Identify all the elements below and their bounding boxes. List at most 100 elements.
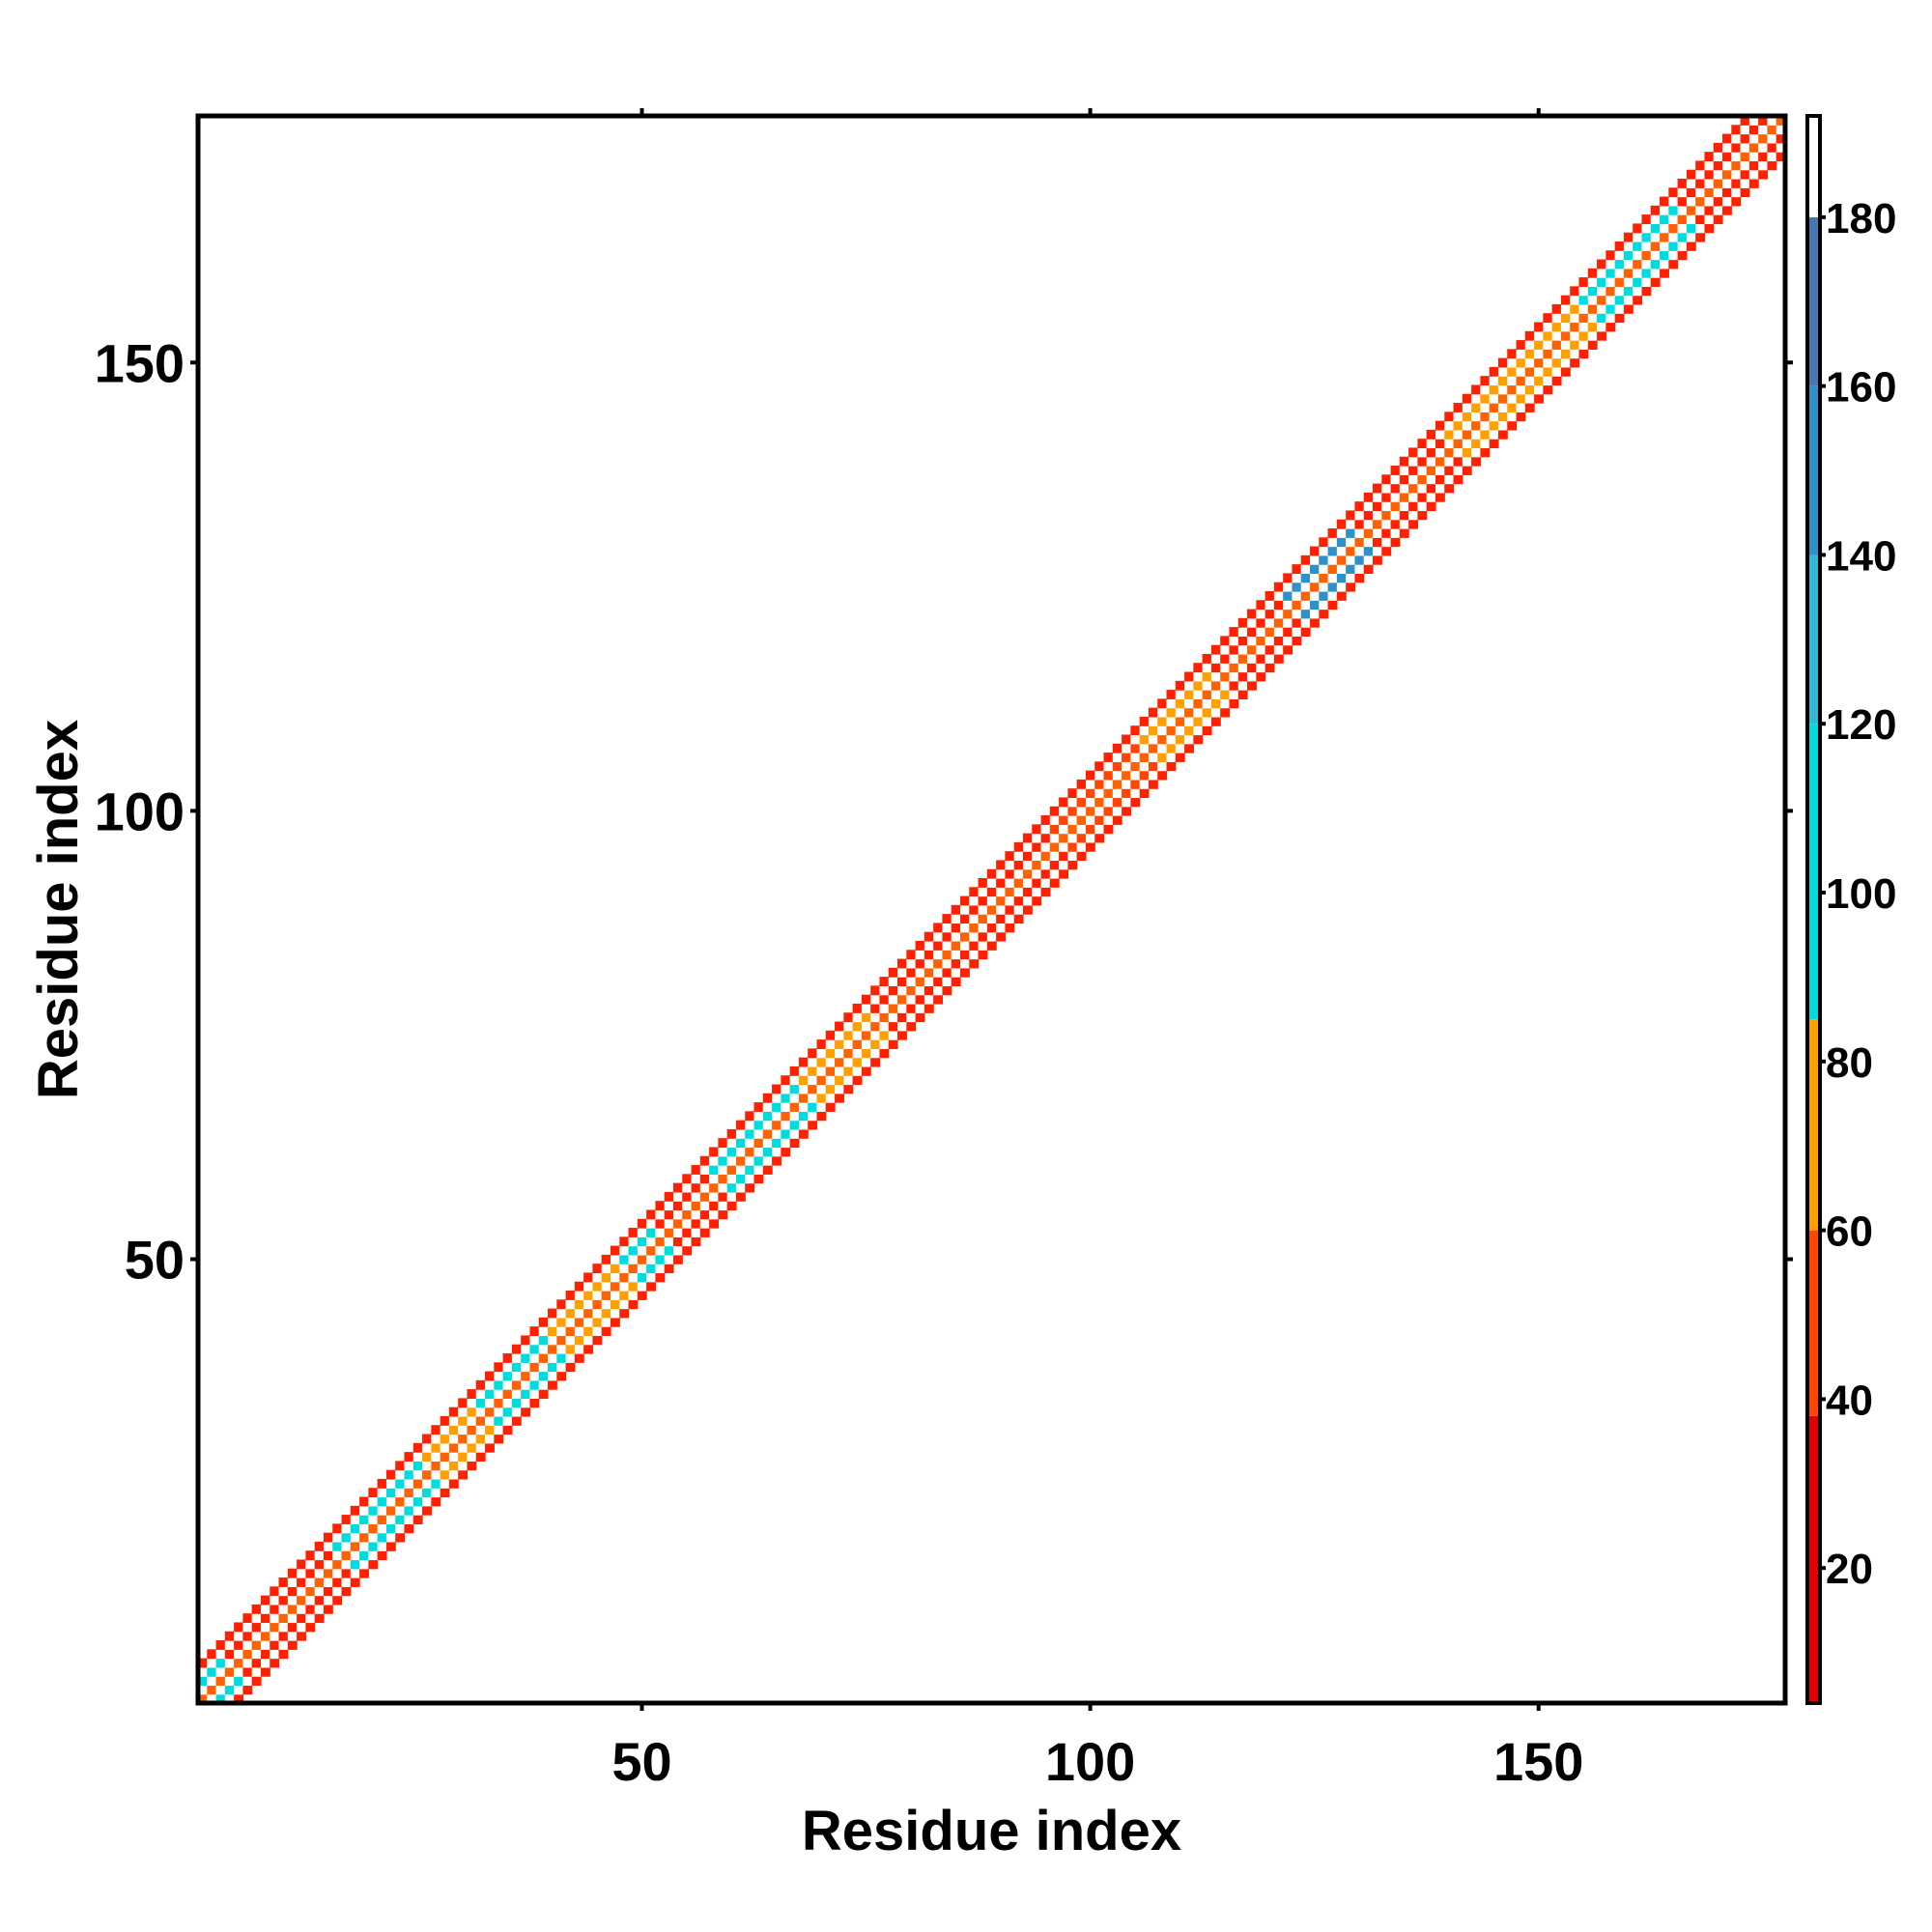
heatmap-cell xyxy=(682,1182,693,1193)
heatmap-cell xyxy=(1417,510,1428,521)
heatmap-cell xyxy=(825,1093,836,1103)
heatmap-cell xyxy=(942,923,952,933)
heatmap-cell xyxy=(574,1291,584,1300)
heatmap-cell xyxy=(556,1308,567,1319)
heatmap-cell xyxy=(825,1084,836,1094)
heatmap-cell xyxy=(592,1291,603,1300)
heatmap-cell xyxy=(1094,770,1105,781)
heatmap-cell xyxy=(923,931,934,942)
heatmap-cell xyxy=(1193,725,1204,736)
heatmap-cell xyxy=(485,1389,495,1399)
heatmap-cell xyxy=(1605,295,1616,305)
heatmap-cell xyxy=(448,1415,459,1426)
heatmap-cell xyxy=(1166,707,1177,718)
heatmap-cell xyxy=(655,1264,666,1274)
heatmap-cell xyxy=(341,1577,352,1587)
heatmap-cell xyxy=(879,985,890,996)
heatmap-cell xyxy=(556,1317,567,1327)
heatmap-cell xyxy=(825,1048,836,1059)
heatmap-cell xyxy=(1758,160,1769,171)
heatmap-cell xyxy=(1641,223,1652,234)
heatmap-cell xyxy=(377,1541,387,1551)
heatmap-cell xyxy=(278,1586,289,1597)
heatmap-cell xyxy=(404,1461,414,1471)
heatmap-cell xyxy=(341,1559,352,1570)
heatmap-cell xyxy=(1426,429,1436,440)
heatmap-cell xyxy=(1256,644,1266,655)
heatmap-cell xyxy=(359,1532,369,1543)
heatmap-cell xyxy=(1130,788,1141,799)
heatmap-cell xyxy=(861,1021,871,1032)
heatmap-cell xyxy=(1148,753,1158,762)
heatmap-cell xyxy=(1713,214,1723,224)
heatmap-cell xyxy=(923,958,934,969)
heatmap-cell xyxy=(565,1352,576,1363)
heatmap-cell xyxy=(843,1039,854,1049)
heatmap-cell xyxy=(772,1120,781,1130)
heatmap-cell xyxy=(574,1299,584,1310)
heatmap-cell xyxy=(1660,232,1669,242)
heatmap-cell xyxy=(1013,887,1024,897)
heatmap-cell xyxy=(1507,357,1518,368)
heatmap-cell xyxy=(1148,734,1158,745)
heatmap-cell xyxy=(1076,833,1087,843)
heatmap-cell xyxy=(646,1228,656,1237)
heatmap-cell xyxy=(422,1461,432,1471)
heatmap-cell xyxy=(422,1488,432,1498)
heatmap-cell xyxy=(1650,268,1661,278)
heatmap-cell xyxy=(655,1245,666,1256)
heatmap-cell xyxy=(1122,779,1131,789)
heatmap-cell xyxy=(1210,698,1221,709)
heatmap-cell xyxy=(906,985,917,996)
heatmap-cell xyxy=(431,1425,441,1435)
heatmap-cell xyxy=(475,1398,486,1408)
heatmap-cell xyxy=(1336,590,1347,601)
heatmap-cell xyxy=(1184,725,1194,736)
heatmap-cell xyxy=(1668,259,1679,270)
heatmap-cell xyxy=(467,1425,477,1435)
heatmap-cell xyxy=(1346,554,1356,565)
heatmap-cell xyxy=(1722,196,1732,207)
heatmap-cell xyxy=(789,1138,800,1149)
heatmap-cell xyxy=(960,914,970,924)
heatmap-cell xyxy=(610,1317,620,1327)
heatmap-cell xyxy=(1758,116,1769,126)
heatmap-cell xyxy=(762,1111,773,1122)
heatmap-cell xyxy=(1731,178,1742,188)
heatmap-cell xyxy=(377,1550,387,1561)
heatmap-cell xyxy=(1677,232,1688,242)
heatmap-cell xyxy=(1130,743,1141,753)
heatmap-cell xyxy=(1435,439,1445,449)
heatmap-cell xyxy=(341,1550,352,1561)
heatmap-cells xyxy=(198,116,1786,1704)
heatmap-cell xyxy=(1049,878,1060,888)
heatmap-cell xyxy=(323,1595,333,1605)
heatmap-cell xyxy=(1237,644,1248,655)
heatmap-cell xyxy=(1489,412,1499,422)
heatmap-cell xyxy=(1094,761,1105,772)
heatmap-cell xyxy=(1094,833,1105,843)
heatmap-cell xyxy=(879,977,890,986)
heatmap-cell xyxy=(1049,868,1060,879)
heatmap-cell xyxy=(1363,554,1374,565)
heatmap-cell xyxy=(215,1649,226,1660)
heatmap-cell xyxy=(789,1093,800,1103)
heatmap-cell xyxy=(1776,116,1786,126)
heatmap-cell xyxy=(1229,690,1239,699)
heatmap-cell xyxy=(1273,600,1284,611)
heatmap-cell xyxy=(1462,393,1472,404)
heatmap-cell xyxy=(467,1406,477,1417)
heatmap-cell xyxy=(726,1128,737,1139)
heatmap-cell xyxy=(942,914,952,924)
heatmap-cell xyxy=(440,1469,450,1480)
heatmap-cell xyxy=(1543,349,1553,359)
heatmap-cell xyxy=(1175,690,1185,699)
heatmap-cell xyxy=(1641,232,1652,242)
heatmap-cell xyxy=(718,1147,728,1157)
heatmap-cell xyxy=(1112,806,1122,816)
heatmap-cell xyxy=(808,1111,818,1122)
heatmap-cell xyxy=(422,1434,432,1444)
heatmap-cell xyxy=(297,1613,306,1624)
heatmap-cell xyxy=(1587,295,1598,305)
heatmap-cell xyxy=(1346,537,1356,548)
